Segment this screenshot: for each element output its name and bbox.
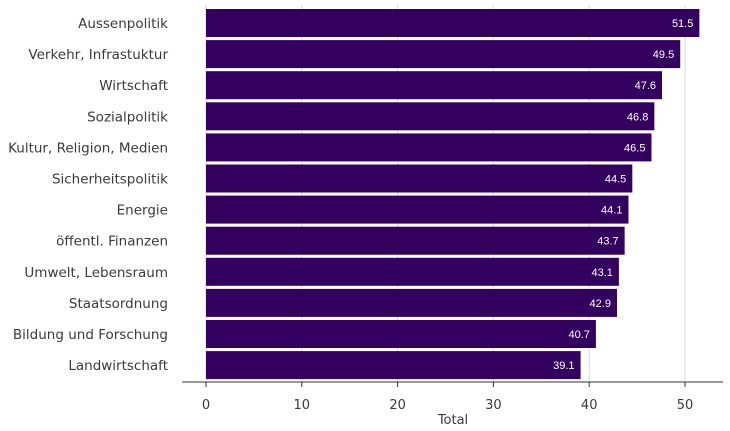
bar[interactable]	[206, 195, 629, 224]
category-label: Staatsordnung	[69, 296, 168, 312]
bar[interactable]	[206, 351, 581, 380]
data-label: 40.7	[568, 329, 589, 341]
category-label: Umwelt, Lebensraum	[24, 265, 168, 281]
bar[interactable]	[206, 257, 619, 286]
category-label: Energie	[117, 203, 168, 219]
category-label: Wirtschaft	[99, 78, 168, 94]
x-axis: 0 10 20 30 40 50	[182, 381, 723, 413]
bars: 51.5 49.5 47.6 46.8 46.5 44.5 44.1 43.7 43.1 42.9…	[206, 9, 700, 380]
bar[interactable]	[206, 226, 625, 255]
bar[interactable]	[206, 9, 700, 37]
data-label: 39.1	[553, 360, 574, 372]
category-label: öffentl. Finanzen	[56, 234, 168, 250]
x-tick-label: 0	[202, 398, 210, 413]
x-tick-label: 30	[485, 398, 502, 413]
bar[interactable]	[206, 288, 617, 317]
category-label: Kultur, Religion, Medien	[8, 140, 168, 156]
x-axis-title: Total	[437, 413, 468, 428]
data-label: 44.5	[605, 174, 626, 186]
bar[interactable]	[206, 133, 652, 162]
category-label: Sozialpolitik	[87, 109, 168, 125]
category-label: Sicherheitspolitik	[52, 172, 168, 188]
category-label: Verkehr, Infrastuktur	[28, 47, 168, 63]
data-label: 44.1	[601, 205, 622, 217]
data-label: 47.6	[635, 80, 656, 92]
bar[interactable]	[206, 40, 681, 69]
x-tick-label: 10	[294, 398, 311, 413]
bar[interactable]	[206, 164, 633, 193]
category-labels: Aussenpolitik Verkehr, Infrastuktur Wirtsc…	[8, 16, 168, 374]
x-tick-label: 20	[389, 398, 406, 413]
data-label: 43.7	[597, 236, 618, 248]
data-label: 46.5	[624, 142, 645, 154]
bar[interactable]	[206, 102, 655, 131]
x-tick-label: 40	[581, 398, 598, 413]
x-tick-label: 50	[677, 398, 694, 413]
category-label: Landwirtschaft	[68, 358, 168, 374]
category-label: Bildung und Forschung	[13, 327, 168, 343]
bar[interactable]	[206, 320, 596, 348]
category-label: Aussenpolitik	[78, 16, 168, 32]
bar[interactable]	[206, 71, 663, 100]
data-label: 46.8	[627, 111, 648, 123]
data-label: 42.9	[590, 298, 611, 310]
data-label: 49.5	[653, 49, 674, 61]
data-label: 43.1	[591, 267, 612, 279]
data-label: 51.5	[672, 18, 693, 30]
